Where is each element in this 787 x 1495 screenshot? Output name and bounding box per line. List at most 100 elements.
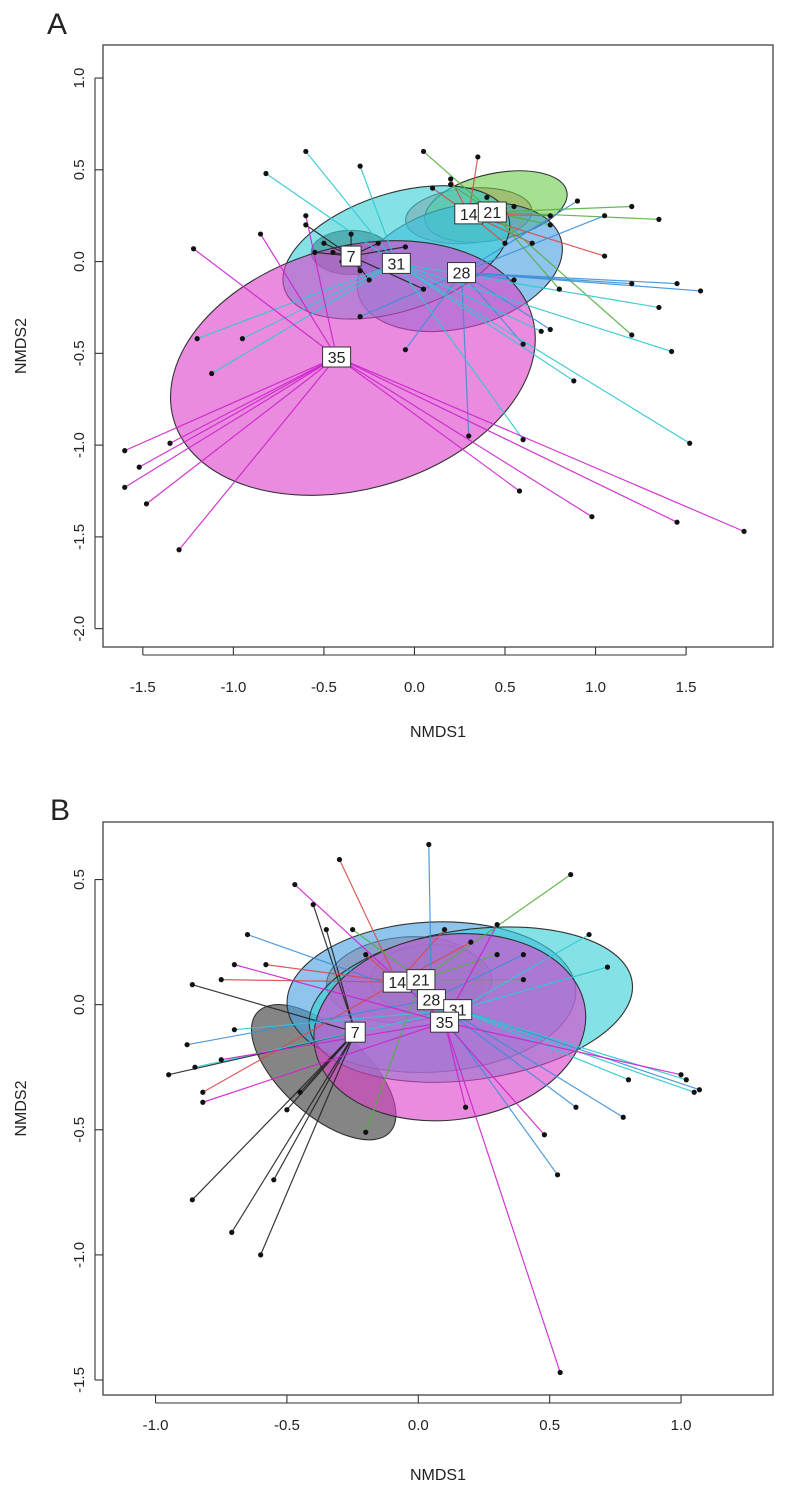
y-tick-label: -0.5: [71, 340, 88, 366]
data-point-group-28: [696, 1087, 703, 1093]
y-tick-label: 0.5: [71, 869, 88, 890]
data-point-group-35: [136, 464, 142, 470]
data-point-group-14: [218, 977, 224, 983]
data-point-group-35: [494, 921, 500, 928]
x-tick-label: -1.5: [130, 679, 156, 696]
spider-line-group-31: [457, 934, 590, 1011]
spider-line-group-31: [305, 151, 397, 264]
spider-line-group-28: [460, 272, 470, 436]
data-point-group-35: [516, 488, 523, 494]
y-tick-label: -2.0: [71, 616, 88, 642]
centroid-label-box-7: [340, 245, 362, 267]
data-point-group-35: [167, 440, 173, 446]
spider-line-group-31: [396, 262, 691, 444]
data-point-group-14: [475, 154, 481, 160]
data-point-group-31: [209, 370, 215, 377]
data-point-group-31: [586, 931, 592, 938]
y-tick-label: 0.0: [71, 251, 88, 272]
x-axis-label: NMDS1: [410, 1467, 466, 1484]
data-point-group-28: [520, 341, 526, 347]
spider-line-group-31: [396, 262, 575, 382]
plot-frame: [102, 44, 774, 648]
x-tick-label: 1.0: [585, 679, 606, 696]
spider-line-group-14: [338, 859, 398, 983]
data-point-group-21: [629, 332, 635, 338]
data-point-group-28: [520, 952, 526, 958]
spider-line-group-35: [443, 1022, 467, 1108]
x-tick-label: 0.5: [539, 1417, 560, 1434]
data-point-group-21: [629, 203, 635, 210]
spider-line-group-35: [124, 356, 337, 488]
x-axis-label: NMDS1: [410, 724, 466, 741]
data-point-group-35: [462, 1104, 469, 1110]
data-point-group-28: [674, 280, 680, 287]
data-point-group-7: [297, 1089, 303, 1095]
centroid-label-14: 14: [460, 207, 478, 224]
data-point-group-28: [357, 314, 363, 320]
spider-line-group-21: [492, 211, 659, 220]
spider-line-group-21: [491, 211, 560, 290]
spider-line-group-28: [404, 272, 463, 351]
centroid-label-box-7: [344, 1021, 366, 1043]
data-point-group-14: [336, 856, 343, 863]
data-point-group-21: [568, 871, 574, 878]
data-point-group-21: [547, 222, 553, 228]
data-point-group-21: [363, 1129, 369, 1135]
data-point-group-14: [363, 952, 369, 958]
plot-frame: [102, 821, 774, 1396]
spider-line-group-28: [461, 200, 578, 274]
x-tick-label: 1.5: [676, 679, 697, 696]
data-point-group-28: [554, 1172, 561, 1178]
centroid-label-box-35: [322, 346, 352, 368]
data-point-group-7: [303, 222, 309, 228]
spider-line-group-35: [146, 356, 337, 505]
data-point-group-31: [192, 1064, 198, 1070]
data-point-group-35: [557, 1369, 563, 1376]
spider-line-group-31: [359, 165, 397, 264]
data-point-group-31: [239, 336, 246, 342]
spider-line-group-14: [221, 979, 398, 983]
spider-line-group-31: [457, 966, 608, 1011]
panel-letter-a: A: [47, 8, 67, 41]
spider-line-group-35: [336, 356, 745, 532]
data-point-group-28: [573, 1104, 579, 1110]
data-point-group-21: [484, 194, 490, 200]
spider-line-group-31: [234, 1009, 458, 1031]
x-tick-label: 0.5: [495, 679, 516, 696]
data-point-group-7: [189, 982, 195, 988]
centroid-label-21: 21: [483, 205, 501, 222]
data-point-group-31: [571, 378, 577, 384]
data-point-group-7: [402, 244, 409, 250]
x-tick-label: -0.5: [311, 679, 337, 696]
data-point-group-28: [574, 198, 581, 204]
centroid-label-35: 35: [436, 1015, 454, 1032]
data-point-group-28: [697, 288, 704, 294]
data-point-group-35: [678, 1072, 684, 1078]
centroid-label-7: 7: [351, 1025, 360, 1042]
spider-line-group-35: [169, 356, 337, 444]
data-point-group-21: [511, 203, 517, 210]
centroid-label-7: 7: [347, 249, 356, 266]
data-point-group-14: [529, 240, 535, 246]
data-point-group-7: [229, 1229, 235, 1235]
data-point-group-7: [330, 249, 336, 255]
data-point-group-35: [741, 528, 747, 534]
data-point-group-21: [448, 181, 454, 188]
spider-line-group-7: [191, 1031, 356, 1201]
x-tick-label: 1.0: [671, 1417, 692, 1434]
spider-line-group-31: [194, 1009, 458, 1068]
spider-line-group-35: [336, 356, 520, 492]
spider-line-group-31: [396, 262, 542, 332]
data-point-group-7: [258, 1252, 264, 1258]
data-point-group-14: [547, 213, 553, 219]
y-axis-label: NMDS2: [13, 1080, 30, 1136]
spider-line-group-7: [260, 1031, 356, 1256]
y-tick-label: -1.0: [71, 1242, 88, 1268]
data-point-group-14: [601, 253, 608, 259]
data-point-group-35: [176, 547, 182, 553]
data-point-group-7: [321, 240, 327, 246]
data-point-group-7: [312, 249, 318, 255]
data-point-group-28: [620, 1114, 626, 1120]
